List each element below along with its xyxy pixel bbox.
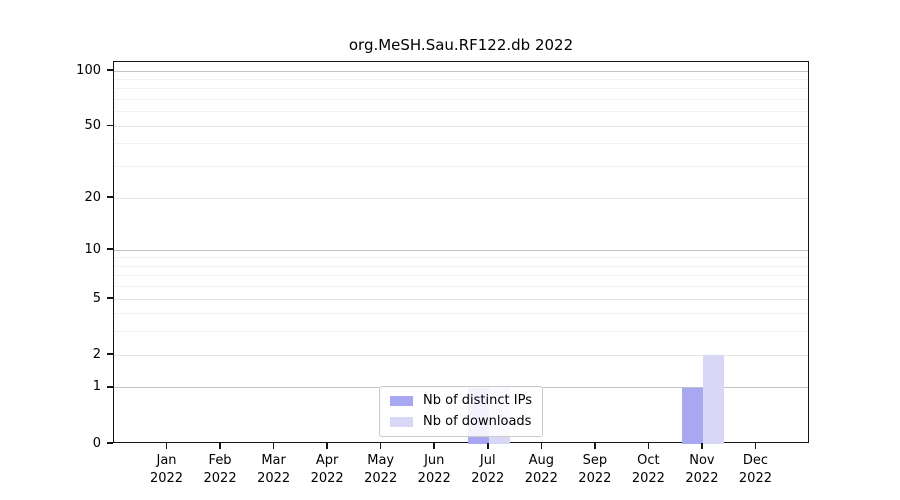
x-tick-apr	[326, 443, 328, 449]
gridline-y-50	[114, 125, 808, 127]
gridline-y-20	[114, 197, 808, 199]
gridline-y-90	[114, 79, 808, 81]
gridline-y-80	[114, 88, 808, 90]
gridline-y-5	[114, 298, 808, 300]
legend-label-distinct-ips: Nb of distinct IPs	[423, 393, 532, 408]
x-tick-sep	[594, 443, 596, 449]
month-label: Oct	[637, 453, 660, 468]
month-label: May	[367, 453, 395, 468]
x-tick-label-aug: Aug 2022	[501, 452, 581, 487]
x-tick-label-nov: Nov 2022	[662, 452, 742, 487]
year-label: 2022	[738, 470, 772, 486]
y-tick-label-1: 1	[92, 379, 101, 395]
plot-area: Nb of distinct IPs Nb of downloads	[113, 61, 809, 444]
x-tick-label-oct: Oct 2022	[608, 452, 688, 487]
x-tick-jun	[433, 443, 436, 449]
month-label: Feb	[208, 453, 232, 468]
gridline-y-6	[114, 286, 808, 288]
y-tick-label-5: 5	[92, 290, 101, 306]
gridline-y-10	[114, 249, 808, 251]
x-tick-aug	[540, 443, 543, 449]
y-tick-label-100: 100	[76, 62, 101, 78]
y-tick-2	[107, 353, 113, 356]
y-tick-100	[107, 69, 113, 71]
gridline-y-30	[114, 166, 808, 168]
month-label: Mar	[261, 453, 286, 468]
gridline-y-2	[114, 354, 808, 356]
gridline-y-9	[114, 257, 808, 259]
gridline-y-60	[114, 111, 808, 113]
legend-swatch-downloads-icon	[390, 417, 414, 427]
y-tick-label-10: 10	[84, 241, 101, 257]
month-label: Dec	[742, 453, 769, 468]
gridline-y-7	[114, 275, 808, 277]
legend-row-distinct-ips: Nb of distinct IPs	[390, 394, 532, 408]
year-label: 2022	[578, 470, 612, 486]
x-tick-may	[379, 443, 382, 449]
gridline-y-70	[114, 99, 808, 101]
y-tick-5	[107, 297, 113, 300]
year-label: 2022	[310, 470, 344, 486]
year-label: 2022	[364, 470, 398, 486]
x-tick-mar	[272, 443, 275, 449]
month-label: Nov	[689, 453, 715, 468]
x-tick-oct	[647, 443, 650, 449]
x-tick-dec	[754, 443, 757, 449]
gridline-y-40	[114, 143, 808, 145]
x-tick-label-mar: Mar 2022	[234, 452, 314, 487]
y-tick-label-50: 50	[84, 117, 101, 133]
gridline-y-4	[114, 313, 808, 315]
bar-downloads-nov	[702, 355, 724, 444]
month-label: Aug	[528, 453, 554, 468]
year-label: 2022	[685, 470, 719, 486]
y-tick-10	[107, 248, 113, 251]
x-tick-nov	[701, 443, 703, 449]
bar-distinct-ips-nov	[681, 387, 703, 444]
year-label: 2022	[524, 470, 558, 486]
year-label: 2022	[257, 470, 291, 486]
month-label: Jan	[156, 453, 177, 468]
y-tick-1	[107, 386, 113, 388]
x-tick-label-may: May 2022	[341, 452, 421, 487]
x-tick-label-jun: Jun 2022	[394, 452, 474, 487]
legend-row-downloads: Nb of downloads	[390, 415, 532, 429]
year-label: 2022	[471, 470, 505, 486]
y-tick-label-2: 2	[92, 346, 101, 362]
x-tick-jul	[486, 443, 489, 449]
year-label: 2022	[631, 470, 665, 486]
year-label: 2022	[417, 470, 451, 486]
month-label: Sep	[582, 453, 608, 468]
year-label: 2022	[203, 470, 237, 486]
x-tick-label-sep: Sep 2022	[555, 452, 635, 487]
month-label: Jun	[424, 453, 445, 468]
year-label: 2022	[149, 470, 184, 486]
legend-label-downloads: Nb of downloads	[423, 414, 532, 429]
gridline-y-100	[114, 70, 808, 72]
x-tick-label-dec: Dec 2022	[715, 452, 795, 487]
gridline-y-8	[114, 265, 808, 267]
x-tick-label-jul: Jul 2022	[448, 452, 528, 487]
x-tick-jan	[165, 443, 168, 449]
month-label: Jul	[479, 453, 496, 468]
y-tick-label-20: 20	[84, 189, 101, 205]
y-tick-label-0: 0	[92, 435, 101, 451]
legend: Nb of distinct IPs Nb of downloads	[379, 386, 543, 437]
y-tick-50	[107, 124, 113, 127]
chart-title: org.MeSH.Sau.RF122.db 2022	[348, 36, 574, 54]
y-tick-20	[107, 196, 113, 198]
y-tick-0	[107, 442, 113, 444]
month-label: Apr	[315, 453, 339, 468]
legend-swatch-distinct-ips-icon	[390, 396, 414, 406]
x-tick-label-jan: Jan 2022	[127, 452, 207, 487]
x-tick-label-feb: Feb 2022	[180, 452, 260, 487]
gridline-y-3	[114, 331, 808, 333]
x-tick-label-apr: Apr 2022	[287, 452, 367, 487]
x-tick-feb	[219, 443, 221, 449]
